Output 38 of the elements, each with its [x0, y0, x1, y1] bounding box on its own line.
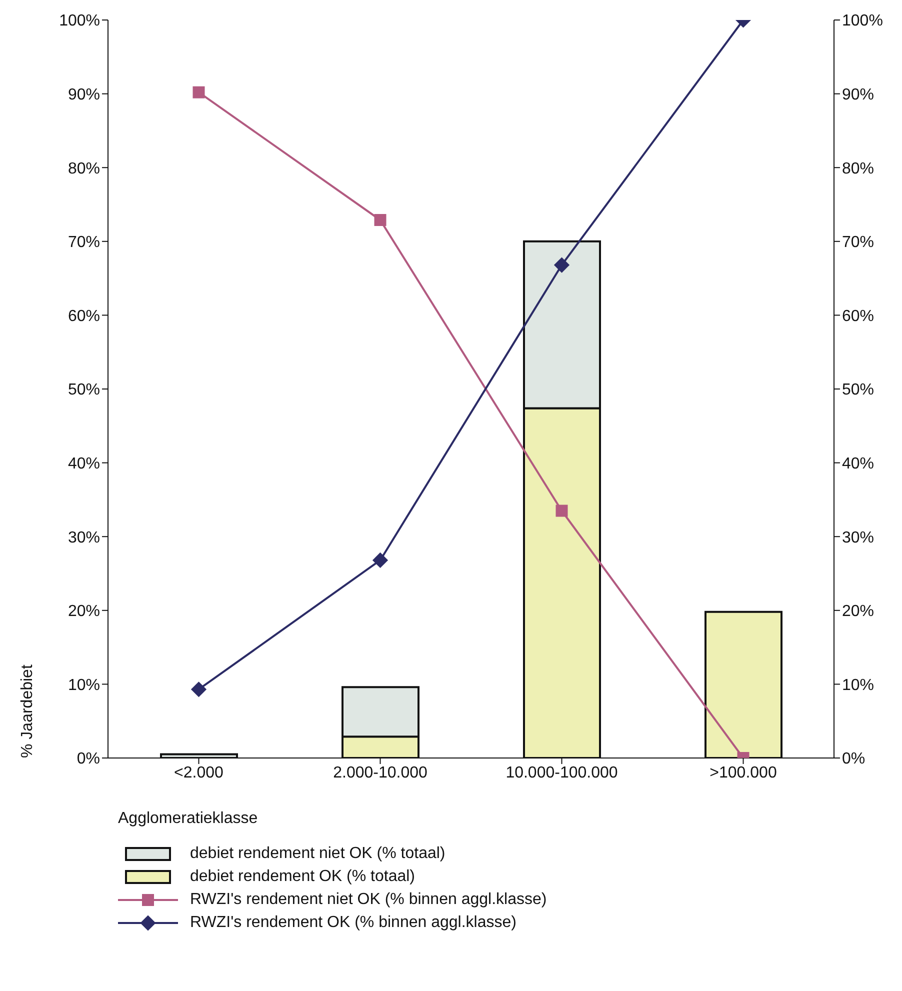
point [192, 86, 205, 98]
y2-tick-label: 20% [842, 603, 874, 620]
y2-tick-label: 80% [842, 160, 874, 178]
y2-tick-label: 10% [842, 676, 874, 694]
y-axis-title: % Jaardebiet [19, 664, 36, 758]
y-tick-label: 80% [68, 160, 100, 178]
y-tick-label: 10% [68, 676, 100, 694]
y-tick-label: 60% [68, 308, 100, 325]
x-tick-label: 2.000-10.000 [333, 764, 428, 782]
y2-tick-label: 90% [842, 86, 874, 104]
y2-tick-label: 60% [842, 308, 874, 325]
y2-tick-label: 70% [842, 234, 874, 252]
x-tick-label: >100.000 [710, 764, 777, 782]
y-tick-label: 90% [68, 86, 100, 104]
y-tick-label: 20% [68, 603, 100, 620]
y-tick-label: 0% [76, 750, 100, 768]
y-tick-label: 30% [68, 529, 100, 546]
legend-label: debiet rendement OK (% totaal) [190, 868, 416, 886]
y-tick-label: 70% [68, 234, 100, 252]
y2-tick-label: 0% [842, 750, 866, 768]
y2-tick-label: 50% [842, 382, 874, 399]
y2-tick-label: 40% [842, 455, 874, 472]
legend-label: RWZI's rendement niet OK (% binnen aggl.klasse) [190, 890, 547, 908]
x-axis-title: Agglomeratieklasse [117, 810, 259, 828]
x-tick-label: <2.000 [174, 764, 224, 782]
point [554, 257, 570, 273]
x-tick-label: 10.000-100.000 [506, 764, 618, 782]
y2-tick-label: 30% [842, 529, 874, 546]
point [372, 552, 388, 568]
y-tick-label: 100% [59, 12, 100, 30]
point [374, 214, 386, 226]
point [556, 504, 568, 517]
y-tick-label: 50% [68, 382, 100, 399]
y2-tick-label: 100% [842, 12, 883, 30]
y-tick-label: 40% [68, 455, 100, 472]
legend-label: RWZI's rendement OK (% binnen aggl.klasse) [190, 914, 516, 932]
legend-label: debiet rendement niet OK (% totaal) [190, 844, 446, 862]
point [190, 682, 207, 698]
